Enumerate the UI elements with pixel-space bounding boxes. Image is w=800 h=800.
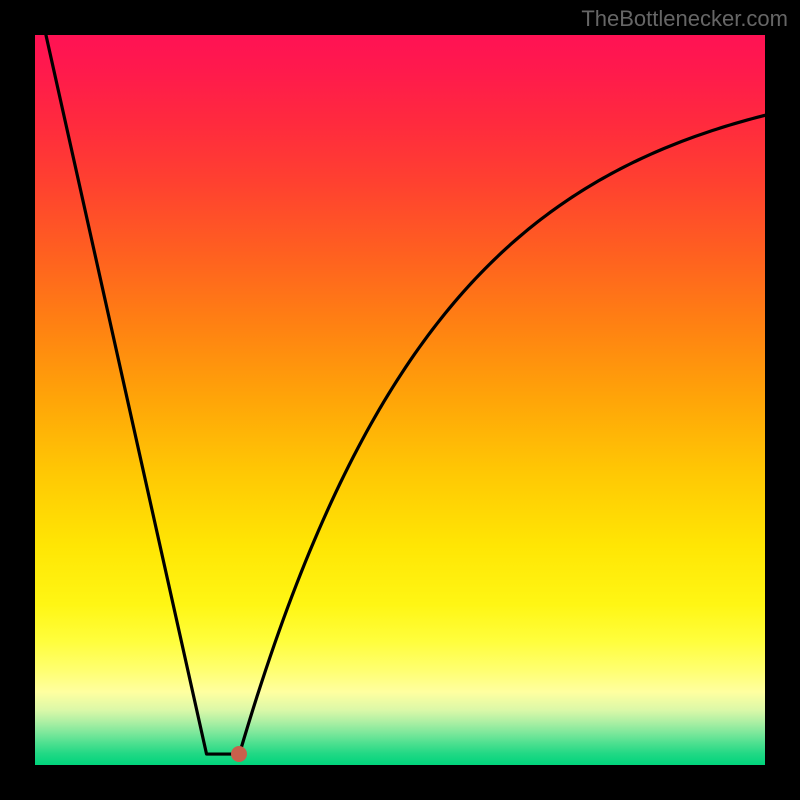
optimum-marker <box>231 746 247 762</box>
plot-area <box>35 35 765 765</box>
watermark-text: TheBottlenecker.com <box>581 6 788 32</box>
chart-container: TheBottlenecker.com <box>0 0 800 800</box>
bottleneck-curve <box>46 35 765 754</box>
curve-layer <box>35 35 765 765</box>
